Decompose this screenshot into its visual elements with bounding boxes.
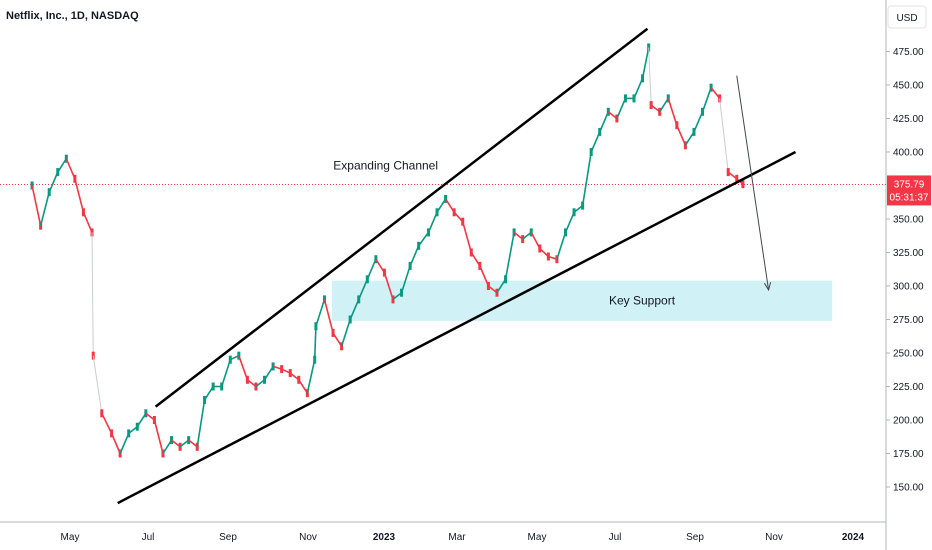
y-tick-label: 325.00 [893, 248, 924, 259]
support-zone [331, 280, 833, 321]
y-tick-label: 350.00 [893, 215, 924, 226]
y-tick-label: 450.00 [893, 81, 924, 92]
currency-box [887, 5, 927, 29]
price-segment [667, 98, 678, 126]
price-segment [461, 221, 473, 253]
bar-countdown: 05:31:37 [890, 192, 929, 203]
y-tick-label: 200.00 [893, 416, 924, 427]
x-tick-label: Jul [142, 532, 155, 543]
price-segment [400, 265, 411, 293]
x-tick-label: 2024 [842, 532, 865, 543]
price-candle [741, 180, 745, 189]
projection-arrow [736, 75, 770, 291]
price-segment [220, 359, 232, 387]
price-segment [306, 359, 316, 394]
y-tick-label: 250.00 [893, 349, 924, 360]
price-segment [92, 355, 103, 414]
y-tick-label: 400.00 [893, 148, 924, 159]
y-tick-label: 275.00 [893, 315, 924, 326]
y-tick-label: 150.00 [893, 483, 924, 494]
currency-label: USD [896, 13, 917, 24]
price-segment [153, 419, 164, 454]
price-segment [641, 47, 650, 79]
channel-upper-line [154, 27, 649, 408]
price-segment [101, 412, 113, 434]
price-segment [31, 185, 42, 226]
y-tick-label: 425.00 [893, 114, 924, 125]
x-tick-label: May [528, 532, 547, 543]
x-tick-label: Mar [448, 532, 466, 543]
price-segment [504, 232, 515, 280]
price-segment [238, 355, 249, 381]
price-segment [719, 98, 729, 173]
support-zone-label: Key Support [609, 294, 676, 308]
price-segment [91, 232, 94, 356]
x-tick-label: Nov [299, 532, 317, 543]
price-segment [556, 232, 567, 260]
current-price-badge [887, 175, 931, 206]
channel-lower-line [117, 150, 797, 505]
x-tick-label: Jul [609, 532, 622, 543]
y-tick-label: 475.00 [893, 47, 924, 58]
x-tick-label: Sep [219, 532, 237, 543]
price-segment [39, 192, 50, 226]
current-price-value: 375.79 [894, 179, 925, 190]
price-segment [313, 326, 317, 360]
price-segment [315, 299, 326, 327]
x-tick-label: May [61, 532, 80, 543]
x-tick-label: 2023 [373, 532, 396, 543]
price-segment [196, 399, 206, 447]
price-candle [254, 382, 258, 391]
chart-title: Netflix, Inc., 1D, NASDAQ [6, 10, 139, 22]
projection-arrowhead [763, 282, 772, 292]
y-tick-label: 175.00 [893, 449, 924, 460]
x-tick-label: Sep [686, 532, 704, 543]
price-segment [323, 299, 334, 334]
y-tick-label: 225.00 [893, 382, 924, 393]
price-segment [74, 178, 85, 213]
annotation-label: Expanding Channel [333, 158, 438, 172]
y-tick-label: 300.00 [893, 282, 924, 293]
price-segment [418, 231, 430, 247]
price-segment [701, 87, 712, 113]
price-segment [581, 151, 592, 206]
price-segment [648, 47, 652, 106]
price-segment [383, 272, 394, 300]
price-segment [340, 319, 351, 347]
x-tick-label: Nov [765, 532, 783, 543]
